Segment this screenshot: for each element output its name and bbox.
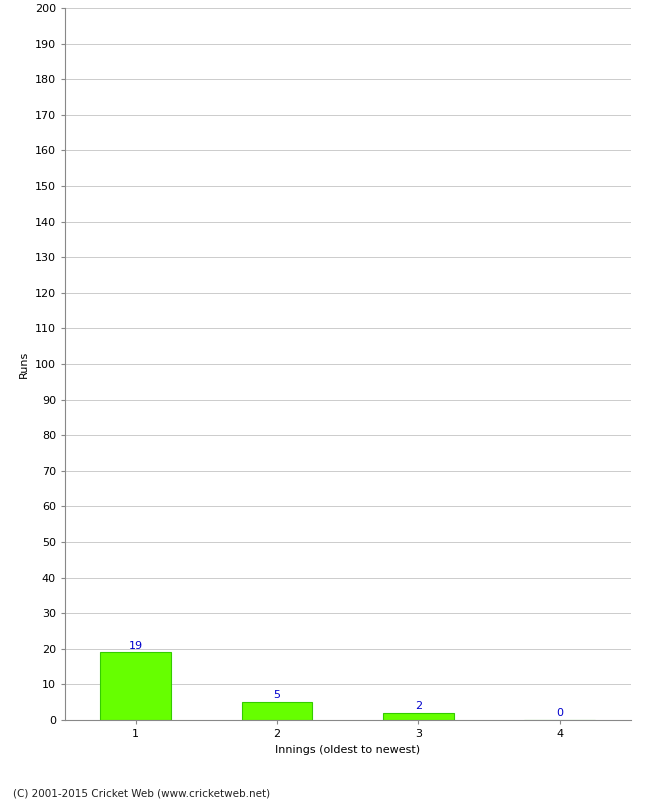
Y-axis label: Runs: Runs xyxy=(20,350,29,378)
Text: 19: 19 xyxy=(129,641,143,650)
Text: 0: 0 xyxy=(556,708,564,718)
Text: 5: 5 xyxy=(274,690,281,701)
Text: (C) 2001-2015 Cricket Web (www.cricketweb.net): (C) 2001-2015 Cricket Web (www.cricketwe… xyxy=(13,788,270,798)
Bar xyxy=(100,652,171,720)
Bar xyxy=(242,702,313,720)
Text: 2: 2 xyxy=(415,701,422,711)
X-axis label: Innings (oldest to newest): Innings (oldest to newest) xyxy=(275,745,421,754)
Bar xyxy=(383,713,454,720)
